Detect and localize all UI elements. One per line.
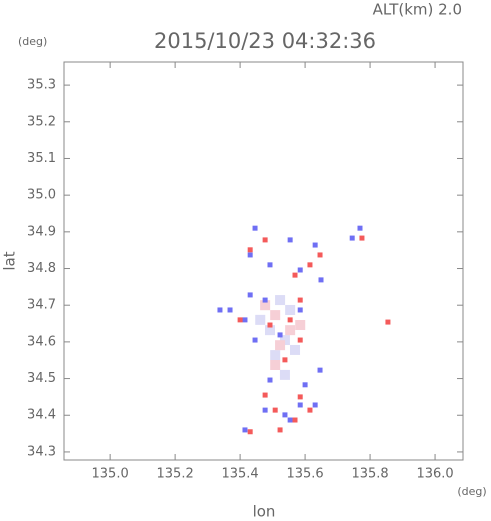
radar-cell [262,297,268,303]
radar-cell [262,407,268,413]
radar-cell [247,252,253,258]
radar-cell [292,417,298,423]
radar-cell [297,337,303,343]
radar-cell [285,304,296,315]
radar-cell [312,402,318,408]
radar-cell [270,310,281,321]
radar-cell [262,237,268,243]
y-unit: (deg) [18,35,47,48]
y-tick-label: 34.9 [27,224,56,239]
radar-cell [318,277,324,283]
radar-cell [292,272,298,278]
y-tick-label: 35.2 [27,114,56,129]
radar-cell [282,357,288,363]
radar-cell [349,235,355,241]
y-tick-label: 35.0 [27,188,56,203]
radar-cell [282,412,288,418]
radar-cell [297,267,303,273]
x-tick-label: 135.8 [351,467,388,482]
chart-title: 2015/10/23 04:32:36 [154,29,376,53]
radar-cell [227,307,233,313]
radar-cell [302,382,308,388]
radar-cell [297,394,303,400]
radar-cell [267,377,273,383]
x-unit: (deg) [457,485,486,498]
radar-cell [264,325,275,336]
x-tick-label: 135.0 [92,467,129,482]
radar-cell [307,407,313,413]
radar-cell [297,297,303,303]
y-tick-label: 34.6 [27,334,56,349]
radar-cell [317,367,323,373]
radar-cell [255,314,266,325]
radar-cell [272,407,278,413]
radar-cell [385,319,391,325]
radar-cell [217,307,223,313]
radar-cell [237,317,243,323]
radar-cell [297,402,303,408]
x-axis-label: lon [253,503,276,521]
radar-cell [285,325,296,336]
radar-cell [297,307,303,313]
radar-cell [307,262,313,268]
radar-cell [277,332,283,338]
radar-cell [287,417,293,423]
radar-cell [252,337,258,343]
y-axis-label: lat [1,251,19,270]
radar-cell [359,235,365,241]
radar-cell [279,335,290,346]
radar-cell [279,369,290,380]
y-tick-label: 34.5 [27,371,56,386]
radar-cell [252,225,258,231]
radar-cell [317,252,323,258]
x-tick-label: 135.2 [157,467,194,482]
x-tick-label: 136.0 [416,467,453,482]
radar-cell [312,242,318,248]
radar-cell [270,359,281,370]
y-tick-label: 34.3 [27,444,56,459]
y-tick-label: 35.1 [27,151,56,166]
radar-cell [267,262,273,268]
y-tick-label: 34.4 [27,408,56,423]
radar-cell [260,300,271,311]
radar-cell [277,427,283,433]
radar-cell [247,247,253,253]
radar-cell [295,320,306,331]
x-tick-label: 135.4 [221,467,258,482]
radar-cell [262,392,268,398]
radar-cell [275,340,286,351]
y-tick-label: 34.7 [27,298,56,313]
radar-cell [267,322,273,328]
y-tick-label: 35.3 [27,78,56,93]
radar-cell [287,237,293,243]
chart-subtitle: ALT(km) 2.0 [373,1,462,19]
radar-cell [242,427,248,433]
y-tick-label: 34.8 [27,261,56,276]
radar-cell [290,344,301,355]
x-tick-label: 135.6 [286,467,323,482]
radar-cell [287,317,293,323]
radar-cell [275,295,286,306]
radar-cell [270,350,281,361]
radar-cell [247,292,253,298]
radar-cell [357,225,363,231]
radar-cell [242,317,248,323]
radar-cell [247,429,253,435]
plot-frame [63,61,464,461]
